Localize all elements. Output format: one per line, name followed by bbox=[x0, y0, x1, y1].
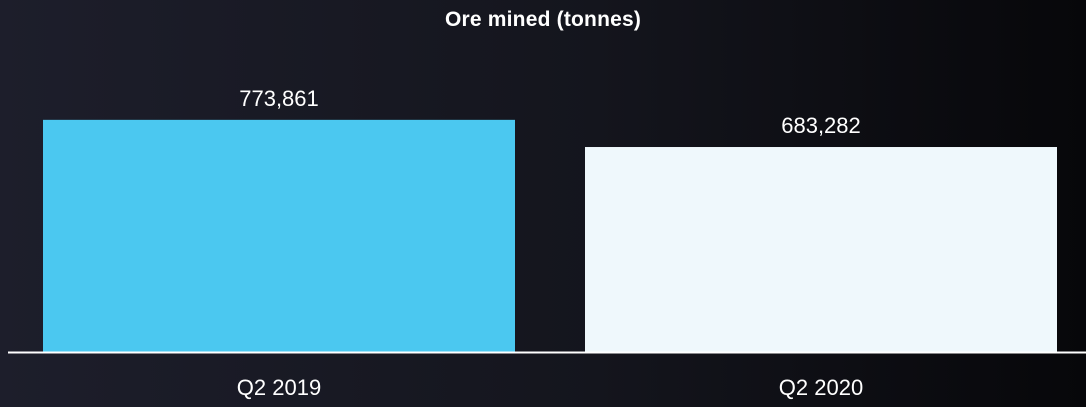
bar-1 bbox=[43, 119, 515, 352]
value-label-2: 683,282 bbox=[781, 113, 861, 138]
category-label-1: Q2 2019 bbox=[237, 375, 321, 400]
tick-labels-group: Q2 2019 Q2 2020 bbox=[237, 375, 863, 400]
value-labels-group: 773,861 683,282 bbox=[239, 86, 861, 138]
bar-2 bbox=[585, 147, 1057, 352]
category-label-2: Q2 2020 bbox=[779, 375, 863, 400]
value-label-1: 773,861 bbox=[239, 86, 319, 111]
chart-title: Ore mined (tonnes) bbox=[444, 8, 642, 31]
bars-group bbox=[43, 119, 1057, 352]
